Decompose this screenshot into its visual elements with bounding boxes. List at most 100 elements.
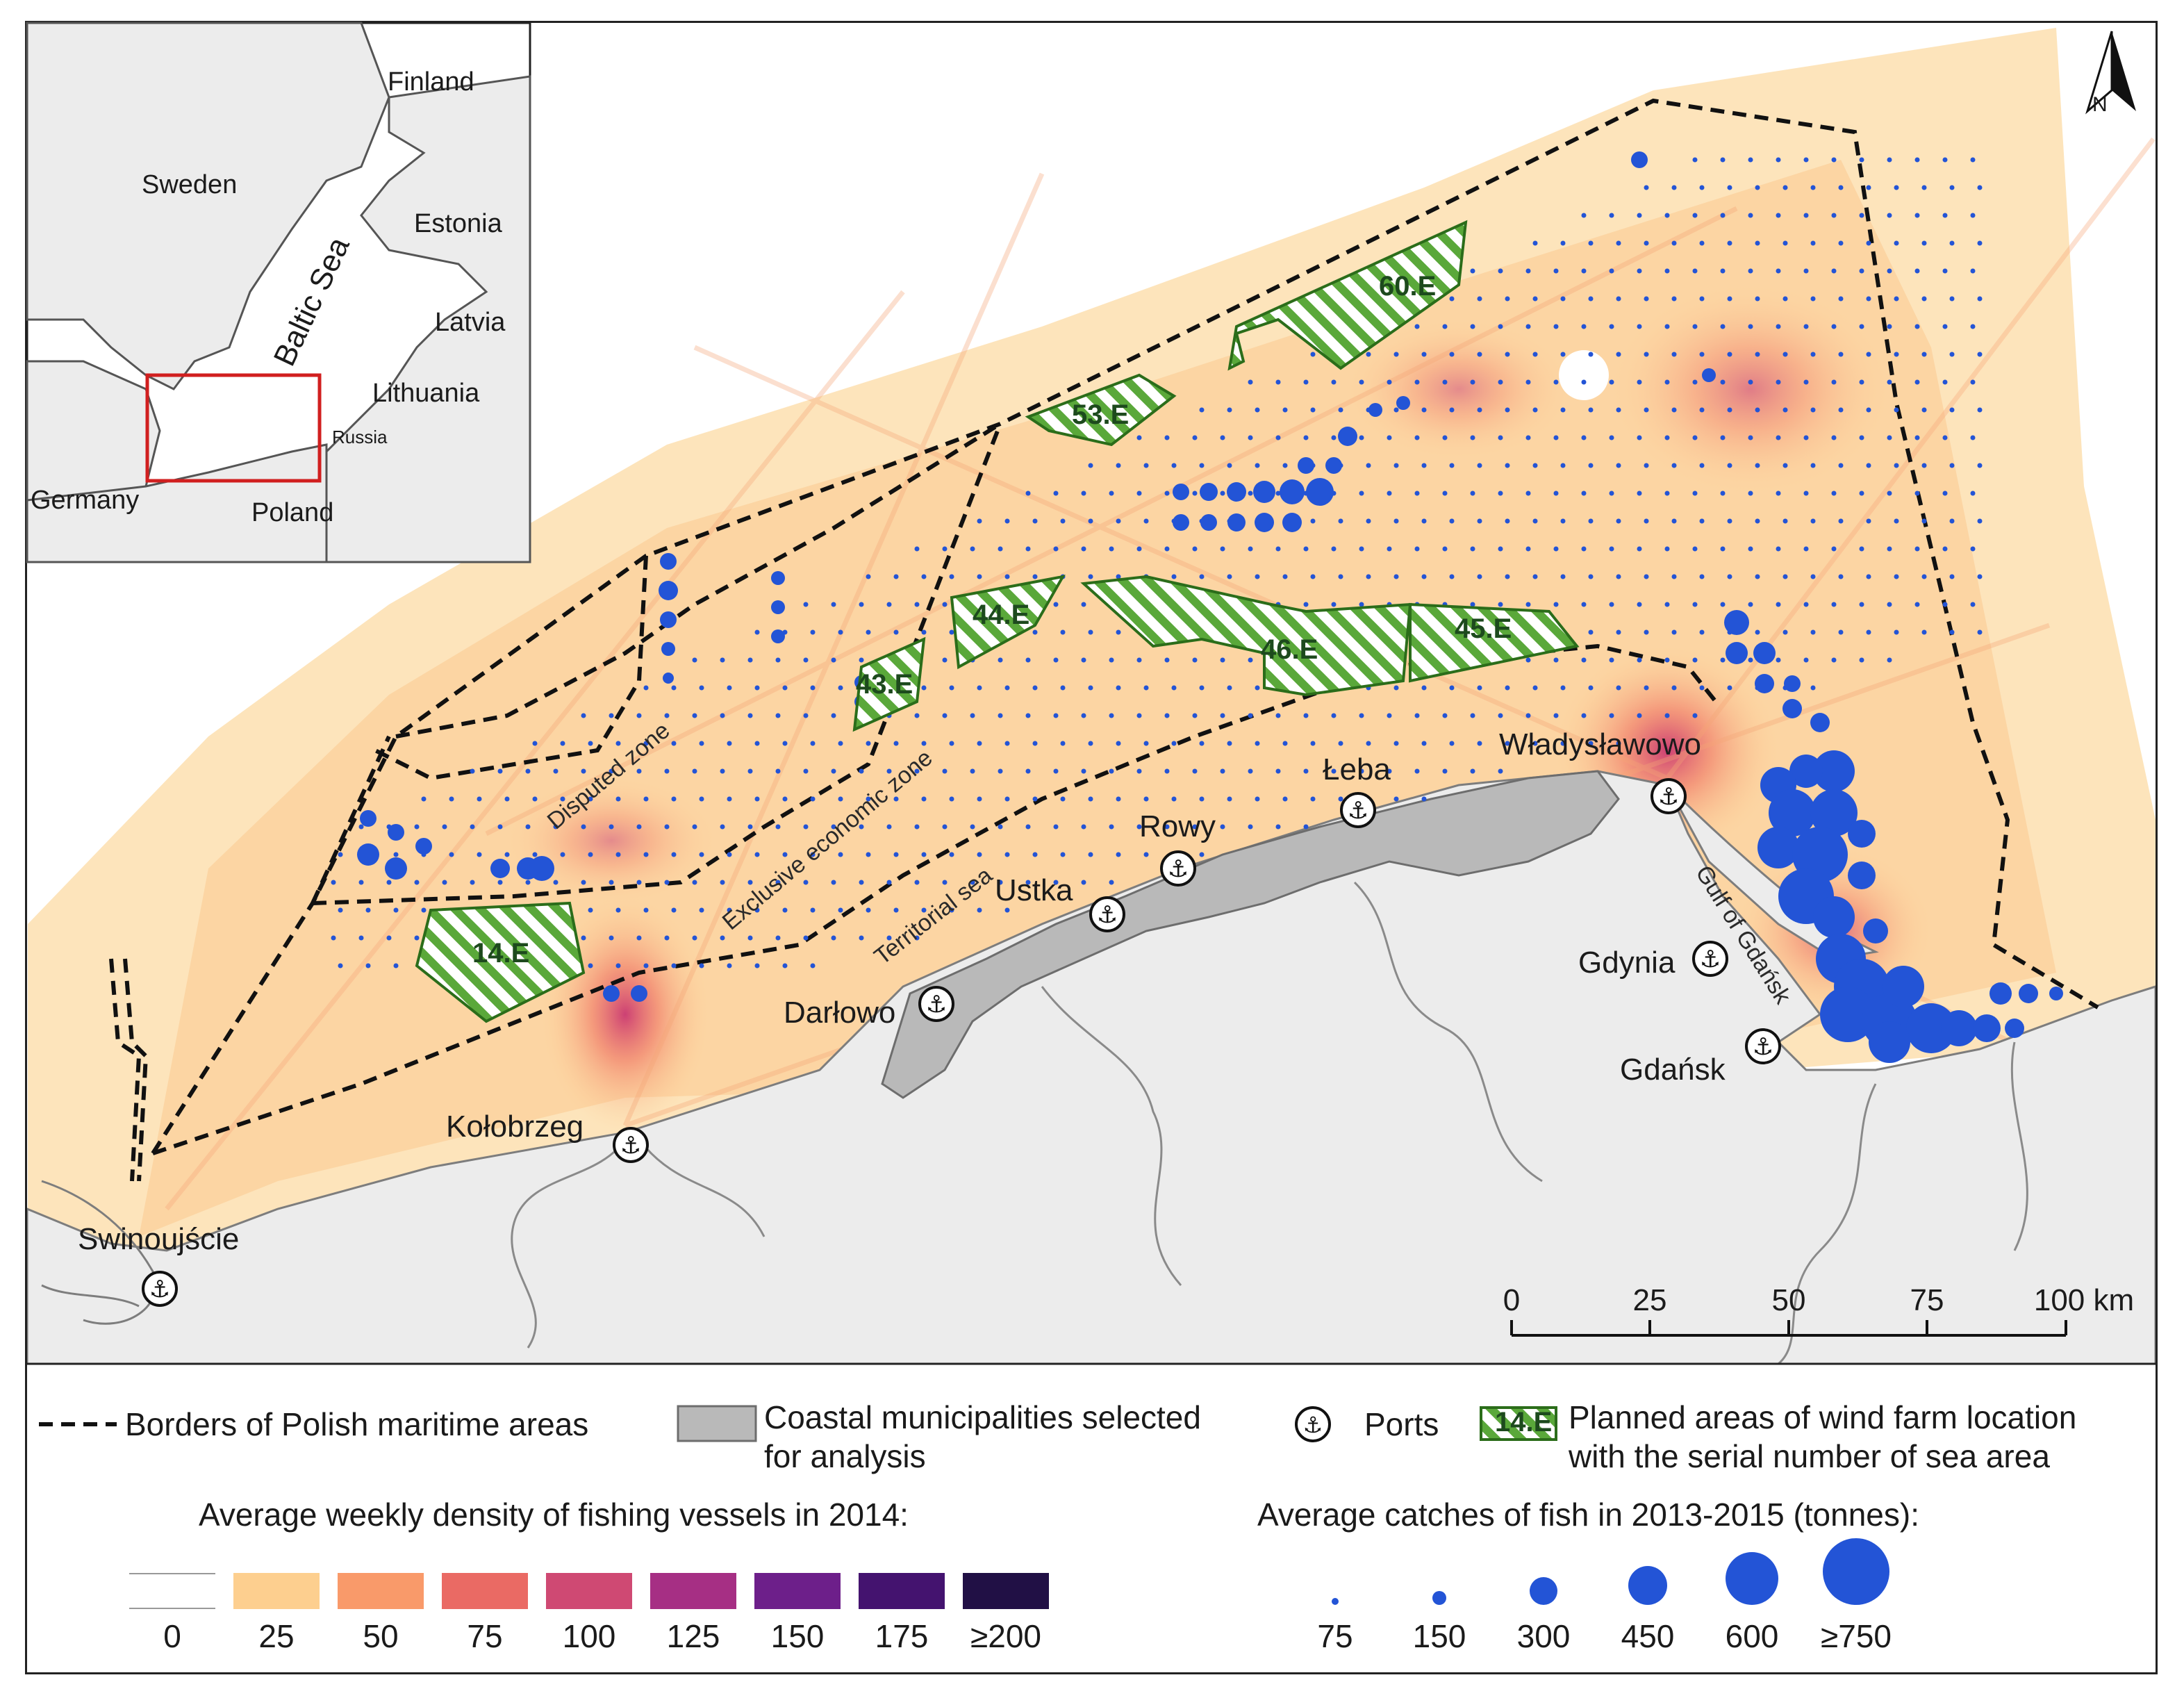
svg-text:⚓: ⚓ [1168, 855, 1189, 883]
catch-dot [1720, 435, 1726, 440]
catch-dot [1387, 379, 1392, 385]
inset-label-latvia: Latvia [435, 308, 506, 337]
catch-dot [1025, 546, 1031, 552]
catch-dot [1532, 685, 1538, 691]
catch-dot [810, 963, 816, 968]
catch-dot [949, 796, 954, 802]
legend-windfarm-label-2: with the serial number of sea area [1569, 1438, 2050, 1474]
catch-dot [866, 796, 871, 802]
catch-dot [1671, 574, 1677, 579]
catch-dot [1359, 379, 1364, 385]
catch-legend-label-1: 150 [1412, 1618, 1466, 1654]
density-swatch-3 [442, 1573, 528, 1609]
catch-dot [1664, 602, 1670, 607]
catch-dot [831, 657, 836, 663]
catch-dot [1831, 491, 1837, 496]
catch-dot [1449, 352, 1455, 357]
catch-dot [664, 935, 670, 941]
catch-dot [1164, 435, 1170, 440]
catch-dot [1470, 268, 1475, 274]
catch-dot [1838, 240, 1844, 246]
catch-dot [1664, 324, 1670, 329]
catch-dot [338, 907, 343, 913]
catch-dot [1616, 407, 1621, 413]
catch-dot [609, 824, 614, 830]
catch-dot [338, 852, 343, 857]
catch-dot [1032, 796, 1038, 802]
catch-dot [365, 963, 371, 968]
catch-dot [1914, 491, 1920, 496]
catch-dot [747, 935, 753, 941]
catch-dot [1803, 546, 1809, 552]
catch-dot [1220, 657, 1225, 663]
catch-dot [1053, 491, 1059, 496]
catch-dot [1894, 240, 1899, 246]
catch-dot [1588, 685, 1594, 691]
catch-dot [747, 657, 753, 663]
catch-legend-dot-2 [1530, 1577, 1557, 1605]
catch-dot [1609, 379, 1614, 385]
catch-dot [1949, 629, 1955, 635]
rivers [511, 881, 2028, 1364]
windfarm-label-14E: 14.E [472, 938, 529, 968]
catch-dot [810, 629, 816, 635]
catch-dot [1664, 713, 1670, 718]
catch-dot [1748, 324, 1753, 329]
windfarm-43E [852, 636, 926, 732]
catch-dot [1081, 491, 1086, 496]
catch-dot [1616, 296, 1621, 302]
catch-dot [754, 629, 760, 635]
catch-dot [1442, 713, 1448, 718]
catch-dot [1664, 268, 1670, 274]
catch-dot [358, 880, 364, 885]
catch-dot [1560, 574, 1566, 579]
catch-dot [1498, 268, 1503, 274]
catch-dot [1831, 379, 1837, 385]
catch-dot [609, 713, 614, 718]
catch-dot [1949, 407, 1955, 413]
port-label-gdansk: Gdańsk [1620, 1053, 1726, 1087]
catch-dot [421, 907, 427, 913]
catch-dot [1025, 824, 1031, 830]
catch-dot [1359, 713, 1364, 718]
catch-dot [1776, 213, 1781, 218]
catch-dot [782, 741, 788, 746]
catch-dot [1644, 518, 1649, 524]
catch-dot [1498, 324, 1503, 329]
svg-text:⚓: ⚓ [149, 1276, 170, 1303]
catch-dot [664, 768, 670, 774]
catch-dot [1699, 185, 1705, 190]
catch-dot [1032, 852, 1038, 857]
inset-label-sweden: Sweden [142, 170, 237, 199]
catch-dot [1637, 602, 1642, 607]
catch-dot [1136, 491, 1142, 496]
catch-dot [727, 852, 732, 857]
catch-dot [977, 574, 982, 579]
catch-dot [1748, 602, 1753, 607]
catch-dot [1248, 379, 1253, 385]
catch-dot [331, 935, 336, 941]
windfarm-60E [1227, 220, 1468, 371]
catch-dot [1720, 324, 1726, 329]
catch-dot [1192, 713, 1198, 718]
catch-dot [1004, 907, 1010, 913]
catch-dot [1866, 574, 1871, 579]
catch-dot [532, 741, 538, 746]
catch-dot [1164, 824, 1170, 830]
catch-dot [782, 685, 788, 691]
catch-dot [1609, 657, 1614, 663]
catch-dot [588, 741, 593, 746]
catch-dot [1255, 685, 1260, 691]
catch-dot [1053, 880, 1059, 885]
catch-dot [1942, 491, 1948, 496]
catch-dot [921, 629, 927, 635]
windfarm-label-45E: 45.E [1455, 613, 1512, 644]
catch-dot [1977, 352, 1983, 357]
svg-text:⚓: ⚓ [1097, 901, 1118, 929]
catch-dot [1588, 463, 1594, 468]
catch-dot [1581, 324, 1587, 329]
catch-dot [1664, 657, 1670, 663]
catch-dot [581, 935, 586, 941]
catch-dot [1525, 491, 1531, 496]
catch-dot [1692, 435, 1698, 440]
